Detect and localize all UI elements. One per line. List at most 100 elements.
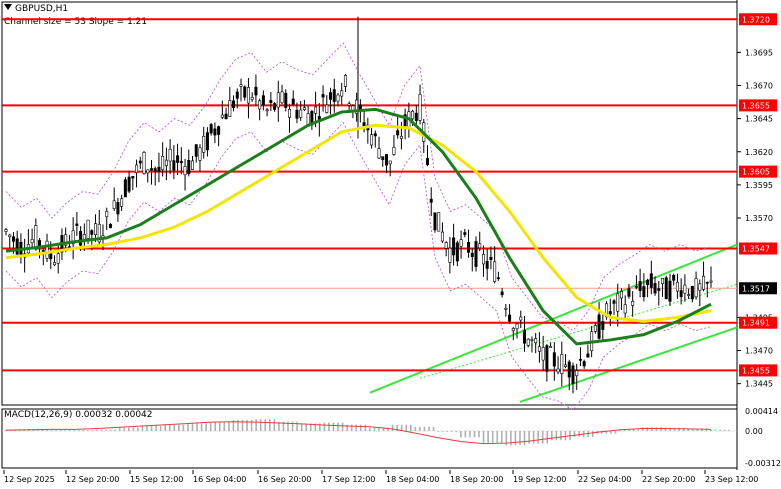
- candle-body: [213, 128, 217, 136]
- plot-frame: [1, 1, 738, 406]
- candle-body: [444, 242, 448, 249]
- current-price-bg: [739, 282, 777, 295]
- candle-body: [526, 338, 530, 346]
- candle-body: [694, 278, 698, 298]
- candle-body: [399, 135, 403, 139]
- y-tick-label: 1.3670: [745, 82, 773, 91]
- candle-body: [71, 230, 75, 245]
- candle-body: [64, 234, 68, 246]
- candle-body: [440, 231, 444, 242]
- candle-body: [664, 277, 668, 300]
- candle-body: [429, 198, 433, 203]
- candle-body: [82, 234, 86, 240]
- candle-body: [433, 212, 437, 231]
- candle-body: [202, 136, 206, 153]
- candle-body: [291, 98, 295, 105]
- candle-body: [608, 311, 612, 315]
- candle-body: [452, 237, 456, 256]
- macd-tick-label: -0.00312: [745, 459, 781, 468]
- candle-body: [232, 100, 236, 108]
- x-tick-label: 23 Sep 12:00: [705, 475, 758, 484]
- candle-body: [631, 300, 635, 306]
- candle-body: [459, 239, 463, 247]
- candle-body: [30, 239, 34, 244]
- level-label: 1.3605: [742, 168, 770, 177]
- candle-body: [153, 168, 157, 172]
- level-label: 1.3720: [742, 15, 770, 24]
- candle-body: [161, 156, 165, 171]
- candle-body: [302, 107, 306, 110]
- candle-body: [97, 223, 101, 243]
- candle-body: [370, 134, 374, 146]
- candle-body: [578, 359, 582, 361]
- candle-body: [396, 130, 400, 136]
- candle-body: [470, 252, 474, 258]
- candle-body: [522, 330, 526, 344]
- candle-body: [120, 198, 124, 207]
- candle-body: [15, 238, 19, 255]
- channel-upper-line: [369, 243, 738, 394]
- ma-green-line: [5, 107, 712, 346]
- candle-body: [392, 146, 396, 155]
- candle-body: [493, 261, 497, 282]
- candle-body: [176, 155, 180, 163]
- candle-body: [90, 230, 94, 235]
- y-tick-label: 1.3695: [745, 48, 773, 57]
- candle-body: [38, 240, 42, 247]
- candle-body: [336, 94, 340, 102]
- candle-body: [224, 113, 228, 120]
- candle-body: [687, 294, 691, 296]
- candle-body: [649, 273, 653, 288]
- candle-body: [384, 154, 388, 166]
- x-tick-label: 12 Sep 2025: [4, 475, 55, 484]
- channel-mid-line: [419, 283, 738, 379]
- candle-body: [500, 291, 504, 296]
- candle-body: [496, 277, 500, 280]
- y-tick-label: 1.3620: [745, 148, 773, 157]
- level-label: 1.3655: [742, 101, 770, 110]
- x-tick-label: 15 Sep 12:00: [130, 475, 183, 484]
- candle-body: [205, 132, 209, 151]
- candle-body: [142, 152, 146, 174]
- x-tick-label: 17 Sep 12:00: [322, 475, 375, 484]
- candle-body: [683, 284, 687, 294]
- candle-body: [571, 365, 575, 384]
- candle-body: [131, 176, 135, 179]
- macd-label: MACD(12,26,9) 0.00032 0.00042: [4, 410, 153, 420]
- candle-body: [679, 290, 683, 297]
- candle-body: [672, 274, 676, 281]
- level-label-bg: [739, 13, 777, 26]
- candle-body: [534, 338, 538, 344]
- candle-body: [179, 160, 183, 164]
- level-label-bg: [739, 316, 777, 329]
- candle-body: [642, 286, 646, 298]
- candle-body: [135, 164, 139, 173]
- candle-body: [75, 223, 79, 227]
- dropdown-triangle-icon[interactable]: [4, 4, 12, 10]
- level-label: 1.3547: [742, 244, 770, 253]
- y-tick-label: 1.3645: [745, 115, 773, 124]
- candle-body: [243, 86, 247, 98]
- candle-body: [194, 144, 198, 157]
- candle-body: [183, 166, 187, 176]
- candle-body: [549, 346, 553, 348]
- candle-body: [250, 96, 254, 100]
- x-tick-label: 18 Sep 04:00: [386, 475, 439, 484]
- candle-body: [657, 288, 661, 291]
- candle-body: [467, 241, 471, 253]
- candle-body: [41, 250, 45, 252]
- candle-body: [709, 280, 713, 283]
- candle-body: [627, 288, 631, 297]
- y-tick-label: 1.3445: [745, 380, 773, 389]
- candle-body: [340, 90, 344, 97]
- candle-body: [191, 160, 195, 170]
- candle-body: [653, 283, 657, 294]
- candle-body: [146, 169, 150, 174]
- candle-body: [411, 110, 415, 120]
- candle-body: [537, 346, 541, 352]
- candle-body: [52, 262, 56, 266]
- candle-body: [228, 100, 232, 117]
- candle-body: [209, 124, 213, 134]
- candle-body: [34, 225, 38, 248]
